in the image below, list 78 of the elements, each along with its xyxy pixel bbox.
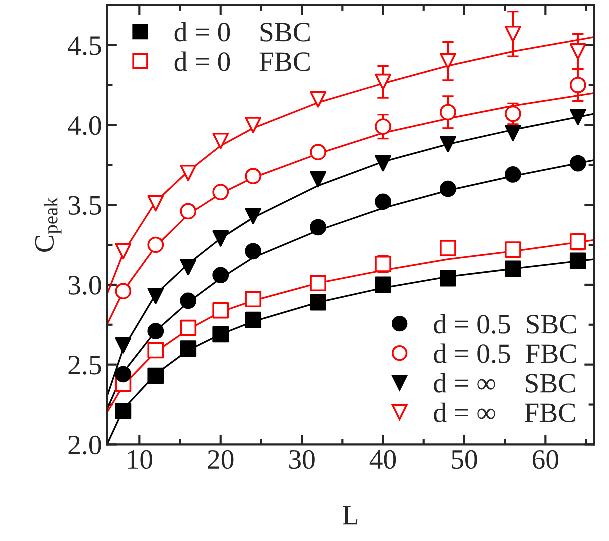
point xyxy=(440,136,456,153)
y-tick-label: 3.0 xyxy=(68,276,102,295)
point xyxy=(440,240,456,256)
x-axis-title: L xyxy=(343,506,358,525)
x-tick-label: 60 xyxy=(532,450,558,470)
point xyxy=(504,125,522,142)
point xyxy=(180,259,197,276)
point xyxy=(245,117,262,134)
point xyxy=(148,323,164,340)
point xyxy=(212,184,230,200)
point xyxy=(375,194,392,210)
point xyxy=(115,337,132,354)
point xyxy=(115,283,132,300)
x-tick-label: 30 xyxy=(290,450,315,470)
y-tick-label: 3.5 xyxy=(68,196,102,216)
point xyxy=(180,203,197,220)
point xyxy=(212,326,230,343)
point xyxy=(212,267,230,284)
legend-label: d = 0.5 FBC xyxy=(434,344,576,364)
point xyxy=(570,109,586,126)
x-tick-label: 50 xyxy=(452,450,478,470)
point xyxy=(245,312,262,328)
y-axis-title: C$_{peak}$ xyxy=(35,198,62,252)
y-tick-label: 2.0 xyxy=(68,436,102,455)
point xyxy=(570,155,586,172)
point xyxy=(115,402,132,420)
point xyxy=(310,144,326,161)
legend-label: d = ∞ FBC xyxy=(434,402,576,422)
x-tick-label: 20 xyxy=(208,450,234,470)
point xyxy=(148,236,164,254)
point xyxy=(375,276,392,294)
x-tick-label: 40 xyxy=(370,450,396,470)
y-tick-label: 4.5 xyxy=(68,36,102,56)
legend-label: d = 0.5 SBC xyxy=(434,314,576,334)
point xyxy=(310,275,326,292)
point xyxy=(504,260,522,278)
point xyxy=(310,219,326,236)
point xyxy=(504,166,522,183)
point xyxy=(310,294,326,311)
point xyxy=(180,164,197,182)
x-tick-label: 10 xyxy=(128,450,152,470)
point xyxy=(245,208,262,224)
point xyxy=(148,195,164,212)
legend-label: d = 0 FBC xyxy=(174,52,310,72)
point xyxy=(180,320,197,336)
point xyxy=(504,106,522,122)
point xyxy=(440,53,456,70)
point xyxy=(570,252,586,270)
point xyxy=(180,292,197,310)
point xyxy=(212,302,230,319)
point xyxy=(440,270,456,287)
point xyxy=(375,74,392,90)
point xyxy=(570,77,586,94)
point xyxy=(570,44,586,60)
point xyxy=(148,342,164,359)
point xyxy=(440,180,456,198)
point xyxy=(115,243,132,260)
point xyxy=(148,368,164,384)
legend-label: d = ∞ SBC xyxy=(434,373,576,393)
point xyxy=(245,291,262,308)
y-tick-label: 2.5 xyxy=(68,356,102,375)
point xyxy=(375,155,392,172)
point xyxy=(440,104,456,121)
point xyxy=(504,242,522,258)
point xyxy=(180,340,197,358)
point xyxy=(310,171,326,188)
point xyxy=(310,91,326,108)
point xyxy=(375,118,392,136)
y-tick-label: 4.0 xyxy=(68,116,102,136)
point xyxy=(245,243,262,260)
point xyxy=(212,133,230,150)
point xyxy=(212,230,230,247)
point xyxy=(504,26,522,42)
point xyxy=(245,168,262,185)
legend-label: d = 0 SBC xyxy=(174,22,310,42)
point xyxy=(148,288,164,304)
point xyxy=(115,366,132,383)
line-series xyxy=(107,113,594,398)
